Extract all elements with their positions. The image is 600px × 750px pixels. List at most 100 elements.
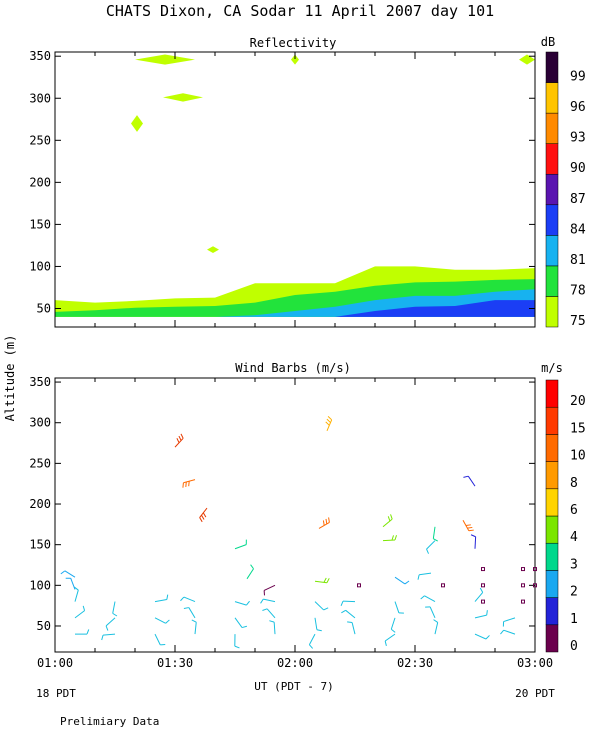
colorbar-swatch-93 xyxy=(545,112,559,144)
wind-barb xyxy=(154,617,170,624)
wind-barb xyxy=(382,535,397,542)
y-tick-label: 50 xyxy=(37,619,51,633)
wind-barb xyxy=(260,598,276,604)
figure-title: CHATS Dixon, CA Sodar 11 April 2007 day … xyxy=(106,2,494,20)
colorbar-label: 15 xyxy=(570,421,586,436)
reflectivity-colorbar: 75 78 81 84 87 90 93 96 99 xyxy=(545,51,586,329)
wind-barb xyxy=(60,570,76,578)
reflectivity-patch xyxy=(207,246,219,253)
wind-axes: 01:00 01:30 02:00 02:30 03:00 50 100 150 200 250 3… xyxy=(29,375,553,670)
wind-barb xyxy=(384,633,396,646)
wind-barb xyxy=(341,609,356,619)
wind-barb xyxy=(154,594,169,603)
wind-barb xyxy=(462,520,474,532)
colorbar-swatch-10 xyxy=(545,434,559,462)
x-tick-label: 02:30 xyxy=(397,656,433,670)
y-tick-label: 200 xyxy=(29,175,51,189)
colorbar-swatch-90 xyxy=(545,143,559,175)
wind-barb xyxy=(474,633,490,640)
colorbar-label: 90 xyxy=(570,161,586,176)
reflectivity-patch xyxy=(135,54,195,65)
wind-barb xyxy=(154,633,166,646)
colorbar-swatch-96 xyxy=(545,82,559,114)
wind-barb xyxy=(234,617,248,629)
end-local-time-label: 20 PDT xyxy=(515,687,555,700)
y-tick-label: 300 xyxy=(29,91,51,105)
colorbar-label: 20 xyxy=(570,394,586,409)
wind-barb xyxy=(246,564,254,580)
colorbar-swatch-78 xyxy=(545,265,559,297)
colorbar-label: 81 xyxy=(570,253,586,268)
wind-barb xyxy=(463,475,476,487)
wind-barb xyxy=(394,576,410,585)
y-tick-label: 100 xyxy=(29,259,51,273)
wind-barb xyxy=(425,606,436,619)
y-tick-label: 100 xyxy=(29,578,51,592)
wind-barb xyxy=(262,608,276,619)
colorbar-swatch-84 xyxy=(545,204,559,236)
colorbar-label: 4 xyxy=(570,530,578,545)
colorbar-swatch-2 xyxy=(545,570,559,598)
wind-barb xyxy=(432,526,438,542)
wind-frame xyxy=(54,377,536,653)
colorbar-label: 8 xyxy=(570,476,578,491)
y-tick-label: 200 xyxy=(29,497,51,511)
y-tick-label: 350 xyxy=(29,375,51,389)
wind-barb xyxy=(263,584,276,596)
reflectivity-contour-84 xyxy=(55,300,535,317)
x-axis-label: UT (PDT - 7) xyxy=(254,680,333,693)
wind-barb xyxy=(426,540,436,554)
wind-barb xyxy=(308,633,316,649)
y-tick-label: 250 xyxy=(29,133,51,147)
footnote: Prelimiary Data xyxy=(60,715,159,728)
wind-barb xyxy=(474,610,488,619)
colorbar-swatch-15 xyxy=(545,406,559,435)
x-tick-label: 01:30 xyxy=(157,656,193,670)
y-tick-label: 150 xyxy=(29,538,51,552)
wind-barb xyxy=(500,629,516,635)
colorbar-label: 0 xyxy=(570,639,578,654)
wind-barb xyxy=(474,587,484,602)
x-tick-label: 02:00 xyxy=(277,656,313,670)
colorbar-swatch-75 xyxy=(545,296,559,328)
wind-colorbar-unit: m/s xyxy=(541,361,563,375)
wind-barb xyxy=(382,514,393,528)
calm-marker xyxy=(533,583,537,588)
wind-barb xyxy=(74,605,86,619)
y-axis-label: Altitude (m) xyxy=(3,335,17,422)
calm-marker xyxy=(533,567,537,572)
x-tick-label: 03:00 xyxy=(517,656,553,670)
wind-barb xyxy=(390,617,396,633)
colorbar-swatch-99 xyxy=(545,51,559,83)
calm-marker xyxy=(357,583,361,588)
wind-barb xyxy=(101,633,116,641)
reflectivity-patch xyxy=(163,93,203,102)
wind-barb xyxy=(318,517,330,529)
reflectivity-patch xyxy=(291,54,299,65)
colorbar-label: 3 xyxy=(570,557,578,572)
colorbar-label: 93 xyxy=(570,131,586,146)
colorbar-swatch-87 xyxy=(545,173,559,206)
wind-barb xyxy=(470,534,477,549)
wind-barb xyxy=(105,617,116,631)
start-local-time-label: 18 PDT xyxy=(36,687,76,700)
calm-marker xyxy=(481,599,485,604)
y-tick-label: 350 xyxy=(29,49,51,63)
y-tick-label: 250 xyxy=(29,456,51,470)
wind-barb xyxy=(191,619,197,635)
wind-barb xyxy=(234,600,250,606)
wind-barb xyxy=(347,621,356,635)
colorbar-swatch-4 xyxy=(545,515,559,544)
colorbar-label: 10 xyxy=(570,449,586,464)
wind-barb xyxy=(74,586,79,602)
wind-barb xyxy=(340,600,356,606)
reflectivity-axes: 50 100 150 200 250 300 350 xyxy=(29,49,536,327)
reflectivity-title: Reflectivity xyxy=(250,36,337,50)
calm-marker xyxy=(441,583,445,588)
wind-colorbar: 0 1 2 3 4 6 8 10 15 20 xyxy=(545,379,586,654)
wind-barbs xyxy=(60,415,537,649)
y-tick-label: 300 xyxy=(29,416,51,430)
colorbar-label: 2 xyxy=(570,585,578,600)
